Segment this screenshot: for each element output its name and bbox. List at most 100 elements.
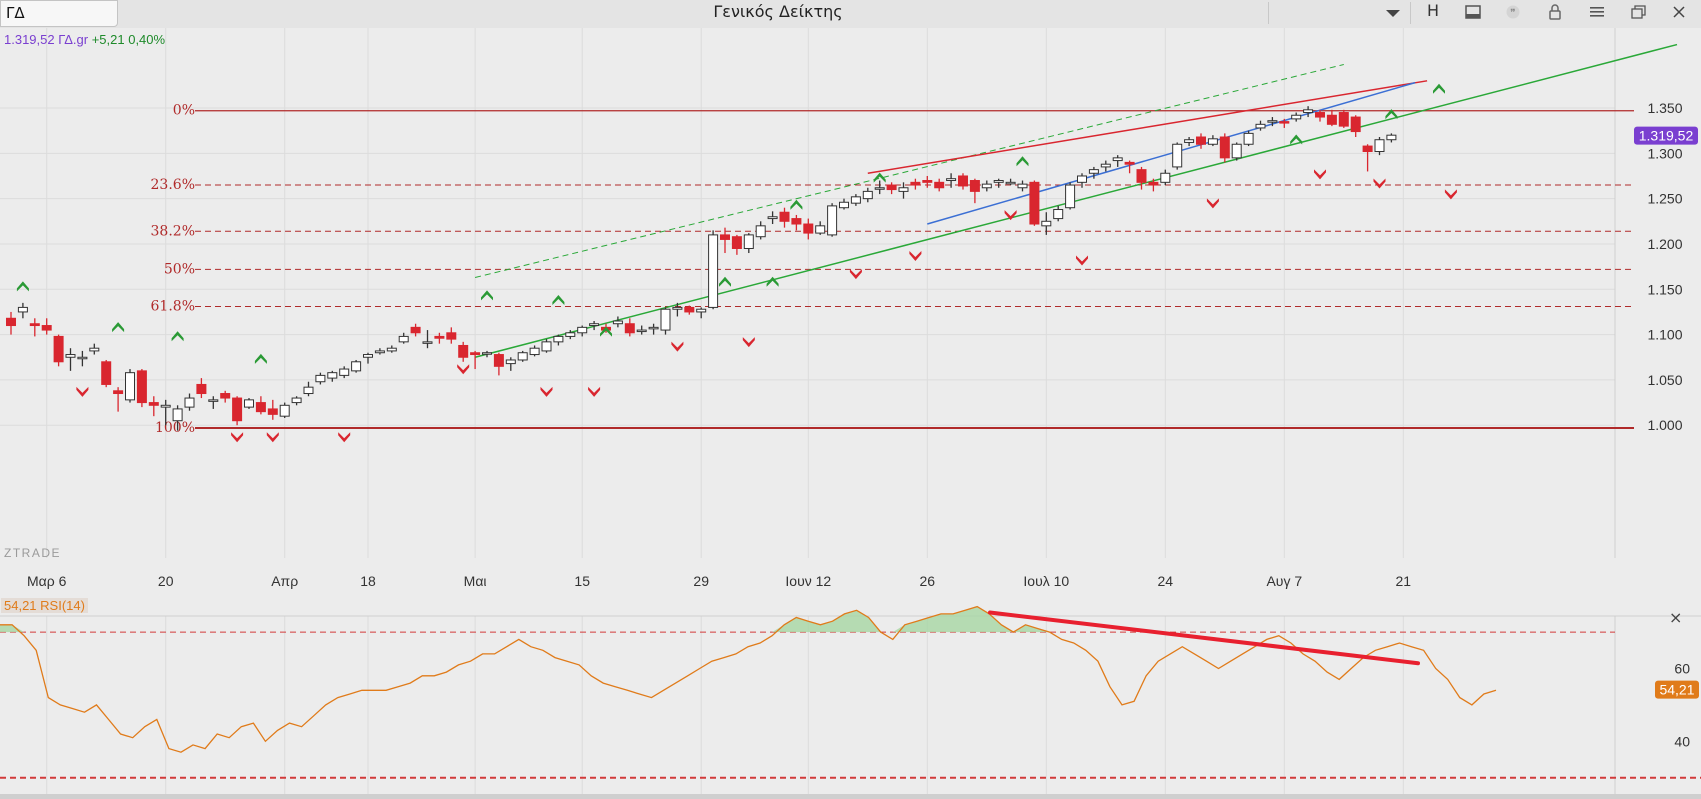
candle [517,352,528,361]
close-icon[interactable]: × [1669,608,1683,627]
candle [1184,139,1195,143]
candle [41,325,52,331]
sell-signal-icon [76,386,89,397]
quote-icon[interactable]: ❞ [1498,0,1528,24]
menu-icon[interactable] [1582,0,1612,24]
candle [1267,120,1278,123]
price-change: +5,21 [91,32,125,47]
date-tick-label: Ιουν 12 [785,573,831,589]
candle [291,397,302,404]
candle [351,361,362,372]
candlestick-series [6,106,1397,431]
date-tick-label: Απρ [271,573,298,589]
lock-icon[interactable] [1540,0,1570,24]
candle [232,397,243,422]
candle [648,326,659,330]
candle [1291,114,1302,120]
fib-label: 100% [155,420,195,436]
axis-band [0,558,1701,616]
chart-area[interactable]: 0% 23.6% 38.2% 50% 61.8% 100% 1.350 1.300 1.250… [0,28,1701,794]
sell-signal-icon [1076,255,1088,266]
rsi-value-badge [1655,680,1699,699]
candle [767,216,778,220]
candle [1124,161,1135,165]
candle [1077,175,1087,183]
chevron-down-icon[interactable] [1378,0,1408,24]
candle [612,320,623,325]
candle [398,335,409,343]
last-price: 1.319,52 [4,32,55,47]
candle [434,335,445,339]
rsi-tick-label: 40 [1674,733,1690,749]
buy-signal-icon [254,353,267,364]
candle [1386,134,1397,141]
trendline [474,64,1344,278]
buy-signal-icon [790,199,803,210]
candle [6,317,16,327]
buy-signal-icon [873,172,886,183]
symbol-input[interactable]: ΓΔ [0,0,118,27]
price-change-pct: 0,40% [128,32,166,47]
buy-signal-icon [1290,134,1303,145]
candle [720,234,730,240]
candle [77,356,88,360]
date-axis: Μαρ 6 20 Απρ 18 Μαι 15 29 Ιουν 12 26 Ιουλ 10 24 Αυγ… [27,573,1411,589]
candle [1362,145,1373,153]
candle [660,308,671,331]
buy-signal-icon [112,322,125,333]
candle [696,308,707,313]
buy-signal-icon [1433,83,1445,94]
sell-signal-icon [540,386,553,397]
date-tick-label: 20 [158,573,174,589]
candle [255,402,266,413]
candle [755,225,766,238]
fib-label: 23.6% [151,177,195,193]
restore-window-icon[interactable] [1624,0,1654,24]
candle [553,335,564,343]
candle [482,352,492,355]
candle [1243,132,1254,145]
close-icon[interactable] [1664,0,1694,24]
candle [791,218,802,225]
fib-label: 38.2% [151,223,195,239]
fib-label: 50% [164,261,195,277]
sell-signal-icon [1314,169,1326,180]
candle [910,181,921,186]
candle [1374,139,1385,153]
candle [374,350,385,354]
toolbar-divider [1410,2,1411,24]
rsi-panel: 60 40 54,21 [0,605,1701,779]
candle [934,181,945,189]
rsi-label: 54,21 RSI(14) [1,598,88,613]
price-tick-label: 1.200 [1647,236,1682,252]
candle [279,404,290,417]
signal-markers [16,83,1457,443]
candle [624,323,635,334]
candle [101,361,112,385]
candle [886,184,897,191]
candle [148,402,159,406]
candle [1350,116,1361,133]
candle [1005,181,1016,185]
candle [160,404,171,408]
trendlines [474,43,1678,358]
candle [89,347,100,352]
candle [1315,112,1325,118]
candle [839,201,849,209]
candle [315,374,326,383]
price-axis: 1.350 1.300 1.250 1.200 1.150 1.100 1.050 1.000… [1634,100,1698,433]
candle [505,359,516,365]
candle [958,175,968,187]
candle [1100,163,1111,168]
rsi-divergence-line [988,610,1420,666]
date-tick-label: 15 [574,573,590,589]
fib-label: 61.8% [151,299,195,315]
period-button[interactable]: H [1426,1,1440,20]
candle [1065,184,1076,209]
candle [196,383,207,395]
candle [303,386,314,395]
candle [1279,121,1290,124]
sell-signal-icon [671,341,684,352]
panel-icon[interactable] [1458,0,1488,24]
candle [779,211,790,222]
